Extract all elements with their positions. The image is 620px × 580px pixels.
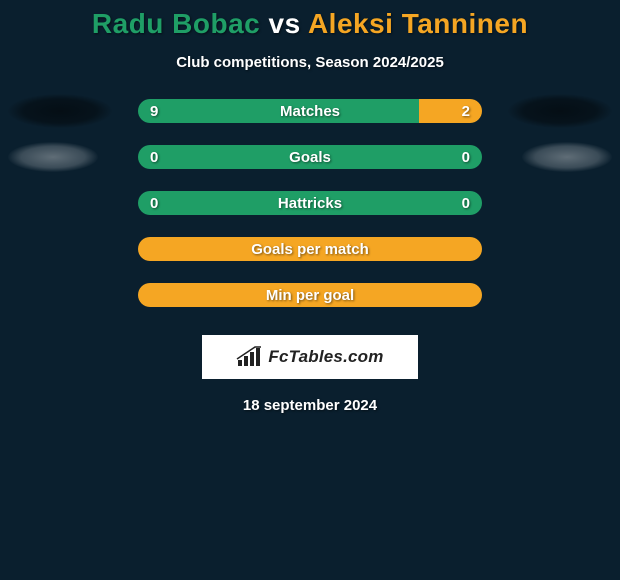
metric-label: Goals xyxy=(289,149,331,166)
metric-row: Min per goal xyxy=(0,283,620,307)
shadow-ellipse-right xyxy=(522,142,612,172)
logo-text: FcTables.com xyxy=(268,347,383,367)
metric-label: Matches xyxy=(280,103,340,120)
metric-bar: 0 0 Hattricks xyxy=(138,191,482,215)
metric-row: 0 0 Hattricks xyxy=(0,191,620,215)
metric-label: Goals per match xyxy=(251,241,369,258)
subtitle: Club competitions, Season 2024/2025 xyxy=(0,54,620,71)
page-title: Radu Bobac vs Aleksi Tanninen xyxy=(0,8,620,40)
metric-bar: 9 2 Matches xyxy=(138,99,482,123)
bar-fill-left xyxy=(138,99,419,123)
metric-row: 9 2 Matches xyxy=(0,99,620,123)
metric-bar: Min per goal xyxy=(138,283,482,307)
metric-value-right: 0 xyxy=(462,195,470,212)
metric-label: Hattricks xyxy=(278,195,342,212)
shadow-ellipse-left xyxy=(8,94,112,128)
shadow-ellipse-right xyxy=(508,94,612,128)
metric-bar: 0 0 Goals xyxy=(138,145,482,169)
title-vs: vs xyxy=(260,8,308,39)
logo-box[interactable]: FcTables.com xyxy=(202,335,418,379)
metrics-list: 9 2 Matches 0 0 Goals 0 0 Hattricks Goals per mat… xyxy=(0,99,620,307)
metric-label: Min per goal xyxy=(266,287,354,304)
metric-row: Goals per match xyxy=(0,237,620,261)
shadow-ellipse-left xyxy=(8,142,98,172)
comparison-widget: Radu Bobac vs Aleksi Tanninen Club compe… xyxy=(0,0,620,414)
metric-value-right: 2 xyxy=(462,103,470,120)
bar-fill-right xyxy=(419,99,482,123)
title-player1: Radu Bobac xyxy=(92,8,260,39)
metric-row: 0 0 Goals xyxy=(0,145,620,169)
metric-value-left: 0 xyxy=(150,195,158,212)
metric-bar: Goals per match xyxy=(138,237,482,261)
metric-value-left: 9 xyxy=(150,103,158,120)
bar-chart-icon xyxy=(236,346,262,368)
metric-value-left: 0 xyxy=(150,149,158,166)
metric-value-right: 0 xyxy=(462,149,470,166)
date-label: 18 september 2024 xyxy=(0,397,620,414)
title-player2: Aleksi Tanninen xyxy=(308,8,528,39)
